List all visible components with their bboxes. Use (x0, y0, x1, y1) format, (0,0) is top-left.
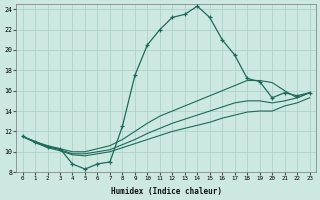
X-axis label: Humidex (Indice chaleur): Humidex (Indice chaleur) (111, 187, 221, 196)
